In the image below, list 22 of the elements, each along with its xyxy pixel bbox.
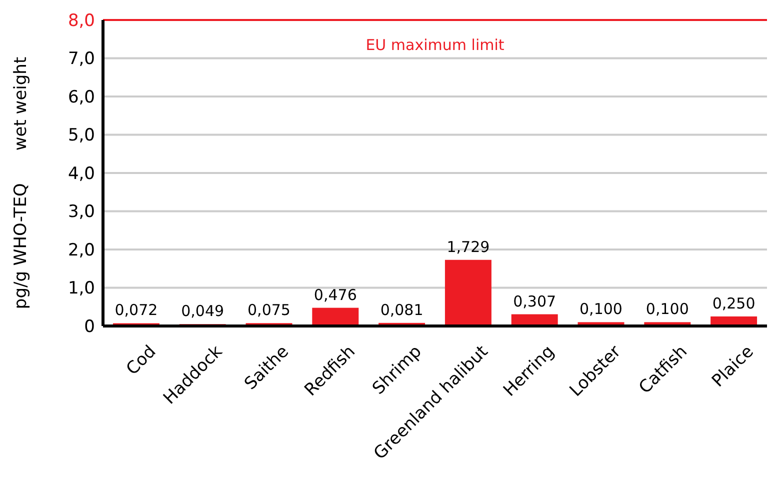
data-label: 0,100 [580, 300, 622, 318]
y-tick-label: 1,0 [68, 278, 95, 299]
y-tick-label: 5,0 [68, 126, 95, 146]
data-label: 0,049 [181, 302, 224, 320]
x-tick-label: Cod [122, 342, 160, 380]
y-tick-label: 2,0 [68, 240, 95, 260]
data-label: 0,072 [114, 301, 158, 320]
data-label: 0,250 [712, 294, 756, 312]
y-tick-label: 3,0 [68, 202, 95, 222]
data-label: 0,081 [380, 300, 424, 319]
data-label: 0,075 [248, 301, 290, 320]
data-label: 0,307 [513, 292, 556, 310]
ref-line-label: EU maximum limit [366, 36, 504, 54]
y-tick-label: 7,0 [68, 49, 95, 70]
y-tick-label: 6,0 [68, 87, 95, 108]
y-tick-label: 4,0 [68, 164, 95, 184]
y-axis-title: pg/g WHO-TEQ wet weight [11, 56, 31, 310]
data-label: 1,729 [446, 238, 490, 256]
data-label: 0,100 [646, 300, 689, 318]
data-label: 0,476 [314, 286, 357, 304]
y-tick-label: 0 [84, 316, 95, 337]
y-tick-label: 8,0 [68, 10, 95, 31]
